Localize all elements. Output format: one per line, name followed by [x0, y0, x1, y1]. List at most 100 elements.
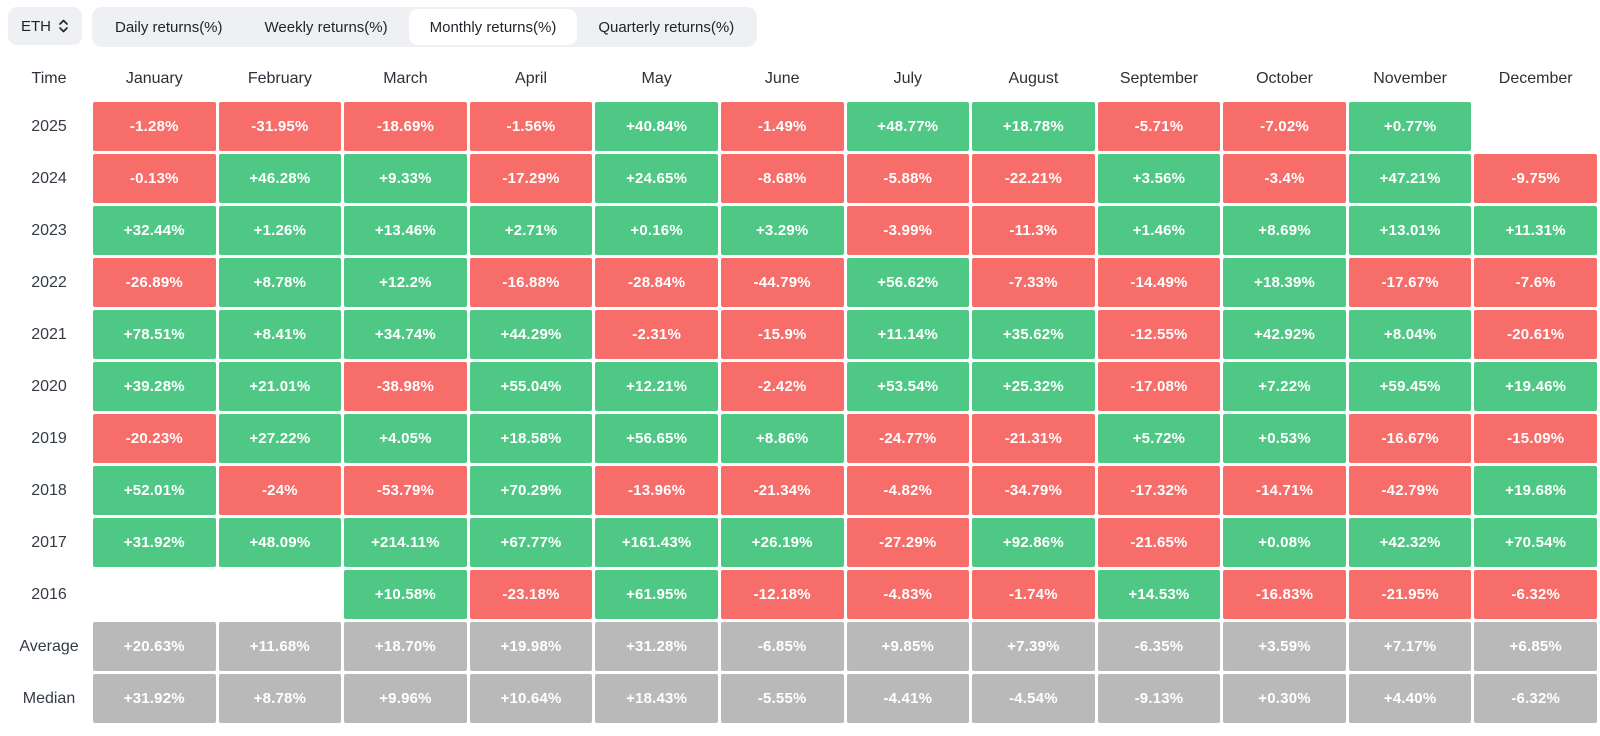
- return-cell: -12.18%: [720, 570, 844, 619]
- month-column-header: August: [1008, 70, 1059, 87]
- return-cell: +0.30%: [1223, 674, 1346, 723]
- return-cell: +0.77%: [1348, 102, 1472, 151]
- month-column-header: October: [1256, 70, 1313, 87]
- return-cell: -1.74%: [972, 570, 1095, 619]
- return-cell: +47.21%: [1348, 154, 1472, 203]
- return-cell: +8.86%: [720, 414, 844, 463]
- return-cell: +31.92%: [93, 518, 216, 567]
- return-cell: +7.39%: [972, 622, 1095, 671]
- return-cell: -6.85%: [720, 622, 844, 671]
- return-cell: +3.59%: [1223, 622, 1346, 671]
- month-column-header: December: [1498, 70, 1573, 87]
- return-cell: +7.22%: [1223, 362, 1346, 411]
- return-cell: -53.79%: [344, 466, 467, 515]
- return-cell: +10.58%: [344, 570, 467, 619]
- return-cell: -5.88%: [846, 154, 970, 203]
- return-cell: +59.45%: [1348, 362, 1472, 411]
- return-cell: -2.42%: [720, 362, 844, 411]
- month-column-header: February: [247, 70, 312, 87]
- return-cell: +0.08%: [1223, 518, 1346, 567]
- month-column-header: September: [1119, 70, 1199, 87]
- return-cell: +55.04%: [469, 362, 593, 411]
- return-cell: +20.63%: [93, 622, 216, 671]
- return-cell: +2.71%: [469, 206, 593, 255]
- return-cell: +67.77%: [469, 518, 593, 567]
- return-cell: +78.51%: [93, 310, 216, 359]
- row-label-2020: 2020: [31, 377, 67, 395]
- return-cell: -4.82%: [846, 466, 970, 515]
- return-cell: +48.09%: [218, 518, 342, 567]
- return-cell: +34.74%: [344, 310, 467, 359]
- symbol-select-value: ETH: [21, 17, 51, 35]
- row-label-average: Average: [19, 637, 79, 655]
- return-cell: +12.21%: [595, 362, 718, 411]
- return-cell: -16.83%: [1223, 570, 1346, 619]
- row-label-2017: 2017: [31, 533, 67, 551]
- return-cell: +31.28%: [595, 622, 718, 671]
- return-cell: -23.18%: [469, 570, 593, 619]
- return-cell: +5.72%: [1097, 414, 1221, 463]
- return-cell: +6.85%: [1474, 622, 1597, 671]
- return-cell: +52.01%: [93, 466, 216, 515]
- return-cell: +1.26%: [218, 206, 342, 255]
- return-cell: +56.65%: [595, 414, 718, 463]
- month-column-header: May: [641, 70, 672, 87]
- tab-quarterly-returns[interactable]: Quarterly returns(%): [577, 9, 755, 45]
- return-cell: +0.16%: [595, 206, 718, 255]
- return-cell: +18.78%: [972, 102, 1095, 151]
- return-cell: -15.09%: [1474, 414, 1597, 463]
- row-label-2019: 2019: [31, 429, 67, 447]
- return-cell: +46.28%: [218, 154, 342, 203]
- time-column-header: Time: [31, 70, 67, 87]
- return-cell: +26.19%: [720, 518, 844, 567]
- return-cell: -21.95%: [1348, 570, 1472, 619]
- return-cell: +18.39%: [1223, 258, 1346, 307]
- return-cell: +35.62%: [972, 310, 1095, 359]
- return-cell: +9.96%: [344, 674, 467, 723]
- return-cell: +8.04%: [1348, 310, 1472, 359]
- return-cell: -6.35%: [1097, 622, 1221, 671]
- return-cell: +39.28%: [93, 362, 216, 411]
- row-label-2024: 2024: [31, 169, 67, 187]
- row-label-2018: 2018: [31, 481, 67, 499]
- return-cell: +11.14%: [846, 310, 970, 359]
- row-label-median: Median: [22, 689, 76, 707]
- return-cell: +19.46%: [1474, 362, 1597, 411]
- return-cell: -34.79%: [972, 466, 1095, 515]
- tab-daily-returns[interactable]: Daily returns(%): [94, 9, 244, 45]
- return-cell: +12.2%: [344, 258, 467, 307]
- returns-grid: Time January February March April May June July…: [8, 59, 1597, 723]
- return-cell: -5.71%: [1097, 102, 1221, 151]
- row-label-2023: 2023: [31, 221, 67, 239]
- return-cell: +8.78%: [218, 258, 342, 307]
- return-cell: -12.55%: [1097, 310, 1221, 359]
- return-cell: -17.08%: [1097, 362, 1221, 411]
- up-down-chevrons-icon: [59, 19, 68, 33]
- return-cell: +70.29%: [469, 466, 593, 515]
- empty-cell: [1474, 102, 1597, 151]
- return-cell: -9.13%: [1097, 674, 1221, 723]
- return-cell: -18.69%: [344, 102, 467, 151]
- return-cell: +1.46%: [1097, 206, 1221, 255]
- month-column-header: July: [893, 70, 923, 87]
- return-cell: -17.29%: [469, 154, 593, 203]
- return-cell: +8.78%: [218, 674, 342, 723]
- return-cell: +8.69%: [1223, 206, 1346, 255]
- return-cell: +4.05%: [344, 414, 467, 463]
- tab-monthly-returns[interactable]: Monthly returns(%): [408, 9, 578, 45]
- return-cell: +21.01%: [218, 362, 342, 411]
- empty-cell: [219, 570, 342, 619]
- return-cell: -1.49%: [720, 102, 844, 151]
- tab-weekly-returns[interactable]: Weekly returns(%): [244, 9, 409, 45]
- return-cell: -13.96%: [595, 466, 718, 515]
- return-cell: -21.31%: [972, 414, 1095, 463]
- return-cell: +18.58%: [469, 414, 593, 463]
- return-cell: -24%: [218, 466, 342, 515]
- return-cell: -4.41%: [846, 674, 970, 723]
- return-cell: -6.32%: [1474, 570, 1597, 619]
- symbol-select[interactable]: ETH: [8, 7, 82, 45]
- return-cell: -27.29%: [846, 518, 970, 567]
- empty-cell: [93, 570, 216, 619]
- return-cell: -9.75%: [1474, 154, 1597, 203]
